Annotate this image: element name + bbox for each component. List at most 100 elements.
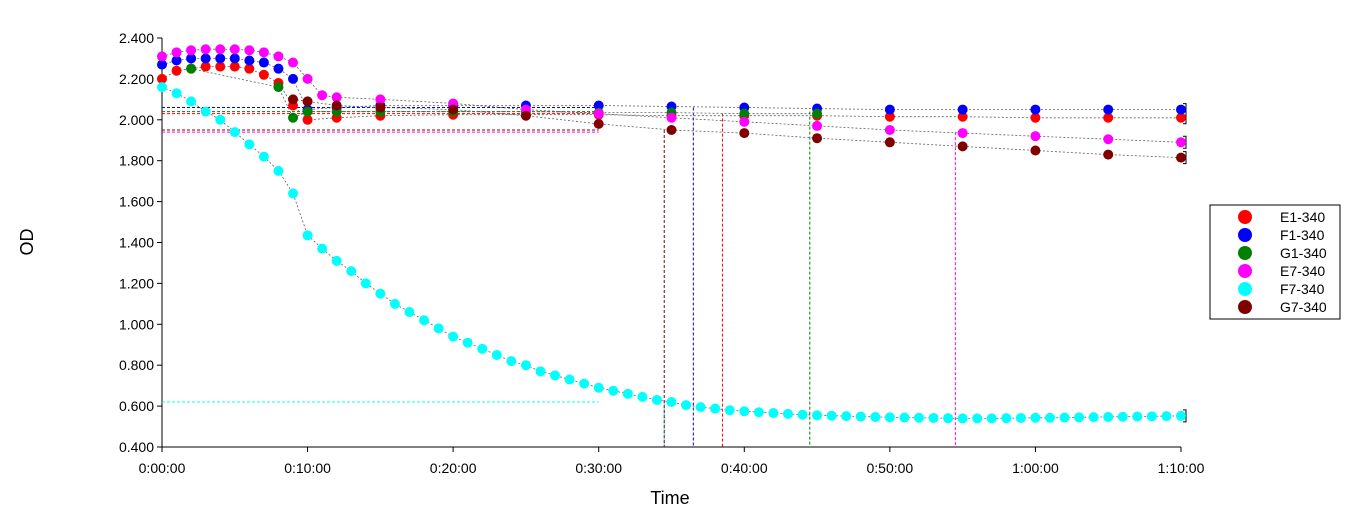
data-point xyxy=(302,230,313,241)
series-connector-line xyxy=(292,98,1182,158)
data-point xyxy=(1030,412,1041,423)
data-point xyxy=(1103,104,1114,115)
data-point xyxy=(1176,137,1186,148)
data-point xyxy=(331,100,342,111)
data-point xyxy=(768,408,779,419)
series-connector-line xyxy=(191,68,818,119)
data-point xyxy=(258,57,269,68)
data-point xyxy=(651,394,662,405)
data-point xyxy=(710,403,721,414)
data-point xyxy=(375,102,386,113)
data-point xyxy=(273,82,284,93)
data-point xyxy=(215,44,226,55)
data-point xyxy=(739,406,750,417)
legend-marker xyxy=(1238,246,1252,260)
data-point xyxy=(1176,104,1186,115)
data-point xyxy=(288,94,299,105)
data-point xyxy=(681,400,692,411)
data-point xyxy=(520,360,531,371)
data-point xyxy=(593,100,604,111)
data-point xyxy=(666,112,677,123)
series-g7-340 xyxy=(288,94,1186,163)
data-point xyxy=(884,137,895,148)
data-point xyxy=(972,413,983,424)
data-point xyxy=(739,116,750,127)
data-point xyxy=(317,243,328,254)
legend-label: F7-340 xyxy=(1280,281,1325,297)
data-point xyxy=(1001,413,1012,424)
data-point xyxy=(957,413,968,424)
threshold-lines-layer xyxy=(162,103,1187,447)
legend-label: E7-340 xyxy=(1280,263,1325,279)
y-tick-label: 1.200 xyxy=(119,275,154,291)
data-point xyxy=(331,92,342,103)
data-point xyxy=(1176,152,1186,163)
data-point xyxy=(200,44,211,55)
data-point xyxy=(1088,412,1099,423)
data-point xyxy=(317,90,328,101)
data-point xyxy=(186,45,197,56)
data-point xyxy=(739,128,750,139)
data-point xyxy=(433,323,444,334)
data-point xyxy=(171,65,182,76)
data-point xyxy=(782,408,793,419)
x-tick-label: 1:00:00 xyxy=(1012,460,1059,476)
legend-marker xyxy=(1238,300,1252,314)
data-point xyxy=(157,59,167,70)
data-point xyxy=(491,349,502,360)
data-point xyxy=(753,407,764,418)
data-point xyxy=(302,114,313,125)
data-point xyxy=(1161,411,1172,422)
data-point xyxy=(666,397,677,408)
data-point xyxy=(244,139,255,150)
data-point xyxy=(550,370,561,381)
data-point xyxy=(1074,412,1085,423)
data-point xyxy=(579,378,590,389)
y-tick-label: 1.000 xyxy=(119,316,154,332)
data-point xyxy=(1103,149,1114,160)
y-axis-title: OD xyxy=(17,228,37,255)
data-point xyxy=(812,133,823,144)
data-point xyxy=(1103,134,1114,145)
y-tick-label: 2.400 xyxy=(119,30,154,46)
data-point xyxy=(258,69,269,80)
data-point xyxy=(593,382,604,393)
data-point xyxy=(666,125,677,136)
data-point xyxy=(157,51,167,62)
data-point xyxy=(797,409,808,420)
data-point xyxy=(448,331,459,342)
data-point xyxy=(884,104,895,115)
data-point xyxy=(258,47,269,58)
y-tick-label: 1.600 xyxy=(119,194,154,210)
data-point xyxy=(1015,412,1026,423)
data-point xyxy=(448,104,459,115)
x-tick-label: 0:50:00 xyxy=(866,460,913,476)
data-point xyxy=(288,57,299,68)
data-point xyxy=(1146,411,1157,422)
data-point xyxy=(346,266,357,277)
data-point xyxy=(258,151,269,162)
y-tick-label: 2.000 xyxy=(119,112,154,128)
data-point xyxy=(855,411,866,422)
data-point xyxy=(302,73,313,84)
y-tick-label: 0.800 xyxy=(119,357,154,373)
data-point xyxy=(1176,410,1186,421)
data-point xyxy=(870,411,881,422)
data-point xyxy=(229,61,240,72)
x-tick-label: 0:00:00 xyxy=(139,460,186,476)
data-point xyxy=(157,82,167,93)
data-point xyxy=(157,73,167,84)
data-point xyxy=(841,411,852,422)
data-point xyxy=(215,61,226,72)
data-point xyxy=(215,114,226,125)
y-tick-label: 0.600 xyxy=(119,398,154,414)
data-point xyxy=(986,413,997,424)
data-point xyxy=(695,402,706,413)
data-point xyxy=(404,307,415,318)
data-point xyxy=(200,61,211,72)
y-tick-label: 2.200 xyxy=(119,71,154,87)
legend-marker xyxy=(1238,228,1252,242)
data-point xyxy=(331,255,342,266)
data-point xyxy=(186,63,197,74)
data-point xyxy=(419,315,430,326)
